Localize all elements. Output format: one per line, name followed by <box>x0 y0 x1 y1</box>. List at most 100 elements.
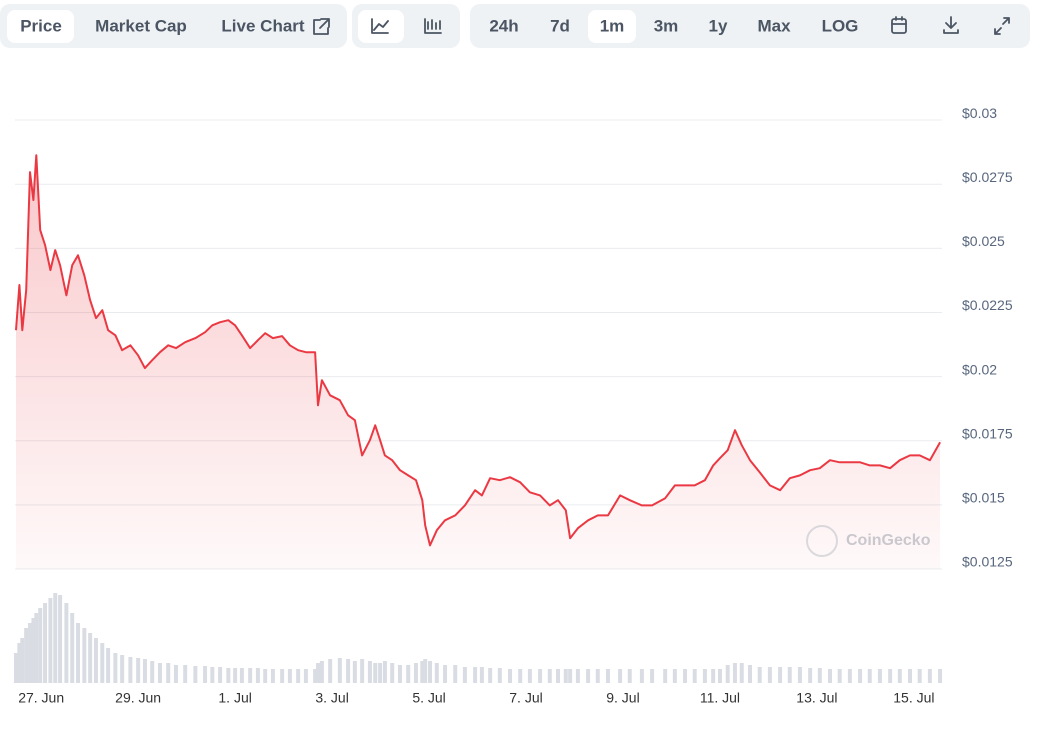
range-btn[interactable]: 7d <box>550 16 570 35</box>
volume-bar <box>346 659 351 683</box>
y-tick-label: $0.015 <box>962 490 1005 506</box>
volume-bar <box>732 663 737 683</box>
x-tick-label: 27. Jun <box>18 690 64 706</box>
range-btn[interactable]: Max <box>757 16 791 35</box>
volume-bar <box>34 613 39 683</box>
volume-bar <box>100 643 105 683</box>
volume-bar <box>13 653 18 683</box>
price-tab[interactable]: Price <box>20 16 62 35</box>
volume-bar <box>406 665 411 683</box>
active-range-bg <box>588 10 636 43</box>
volume-bar <box>888 669 893 683</box>
volume-bar <box>563 669 568 683</box>
volume-bar <box>575 669 580 683</box>
candle-icon[interactable] <box>424 18 442 34</box>
volume-bar <box>787 667 792 683</box>
volume-bar <box>106 648 111 683</box>
volume-bar <box>53 593 58 683</box>
volume-bar <box>210 667 215 683</box>
volume-bar <box>586 669 591 683</box>
volume-bar <box>313 669 318 683</box>
volume-bar <box>547 669 552 683</box>
volume-bar <box>683 669 688 683</box>
volume-bar <box>508 669 513 683</box>
volume-bar <box>337 658 342 683</box>
volume-bar <box>316 663 321 683</box>
volume-bar <box>778 667 783 683</box>
range-btn[interactable]: 3m <box>654 16 679 35</box>
download-btn[interactable] <box>943 16 959 34</box>
volume-bar <box>88 633 93 683</box>
volume-bar <box>38 608 43 683</box>
volume-bar <box>113 653 118 683</box>
volume-bar <box>817 668 822 683</box>
volume-bar <box>58 595 63 683</box>
market-cap-tab[interactable]: Market Cap <box>95 16 187 35</box>
volume-bar <box>226 668 231 683</box>
volume-bar <box>263 669 268 683</box>
x-tick-label: 7. Jul <box>509 690 542 706</box>
calendar-btn[interactable] <box>891 16 907 34</box>
volume-bar <box>28 623 33 683</box>
volume-bar <box>136 658 141 683</box>
volume-bar <box>877 669 882 683</box>
volume-bar <box>711 669 716 683</box>
volume-bar <box>31 618 36 683</box>
x-tick-label: 13. Jul <box>796 690 837 706</box>
volume-bar <box>17 643 22 683</box>
price-area <box>16 155 941 569</box>
calendar-icon <box>891 16 907 25</box>
volume-bar <box>24 628 29 683</box>
x-tick-label: 15. Jul <box>893 690 934 706</box>
volume-bar <box>556 669 561 683</box>
y-tick-label: $0.02 <box>962 361 997 377</box>
external-icon <box>313 18 330 35</box>
y-tick-label: $0.0175 <box>962 425 1013 441</box>
volume-bar <box>48 598 53 683</box>
volume-bar <box>173 665 178 683</box>
volume-bar <box>373 663 378 683</box>
volume-bar <box>166 663 171 683</box>
plot: $0.0125 $0.015 $0.0175 $0.02 $0.0225 $0.025 $0… <box>13 105 1013 706</box>
toolbar: Price Market Cap Live Chart 24h 7d 1m 3m… <box>0 4 1030 48</box>
volume-bar <box>479 667 484 683</box>
watermark-text: CoinGecko <box>846 532 931 549</box>
volume-bar <box>397 665 402 683</box>
volume-bar <box>443 665 448 683</box>
volume-bar <box>453 665 458 683</box>
volume-bar <box>927 669 932 683</box>
price-line <box>15 154 941 547</box>
volume-bar <box>280 669 285 683</box>
volume-bar <box>639 669 644 683</box>
volume-bar <box>897 669 902 683</box>
volume-bar <box>527 669 532 683</box>
volume-bar <box>390 663 395 683</box>
volume-bar <box>82 628 87 683</box>
volume-bar <box>748 665 753 683</box>
y-tick-label: $0.025 <box>962 233 1005 249</box>
live-chart-tab[interactable]: Live Chart <box>221 16 304 35</box>
volume-bar <box>828 669 833 683</box>
volume-bar <box>203 666 208 683</box>
volume-bar <box>43 603 48 683</box>
volume-bar <box>413 663 418 683</box>
calendar-icon <box>891 18 907 34</box>
volume-bar <box>434 663 439 683</box>
volume-bar <box>128 657 133 683</box>
volume-bar <box>767 667 772 683</box>
fullscreen-btn[interactable] <box>994 17 1010 35</box>
volume-bar <box>917 669 922 683</box>
volume-bar <box>428 661 433 683</box>
volume-bar <box>423 659 428 683</box>
volume-bar <box>352 661 357 683</box>
volume-bar <box>462 667 467 683</box>
volume-bar <box>70 613 75 683</box>
range-btn[interactable]: 1y <box>709 16 728 35</box>
log-btn[interactable]: LOG <box>822 16 859 35</box>
volume-bar <box>497 668 502 683</box>
range-btn[interactable]: 24h <box>489 16 518 35</box>
x-tick-label: 9. Jul <box>606 690 639 706</box>
volume-bar <box>847 669 852 683</box>
range-btn[interactable]: 1m <box>600 16 625 35</box>
